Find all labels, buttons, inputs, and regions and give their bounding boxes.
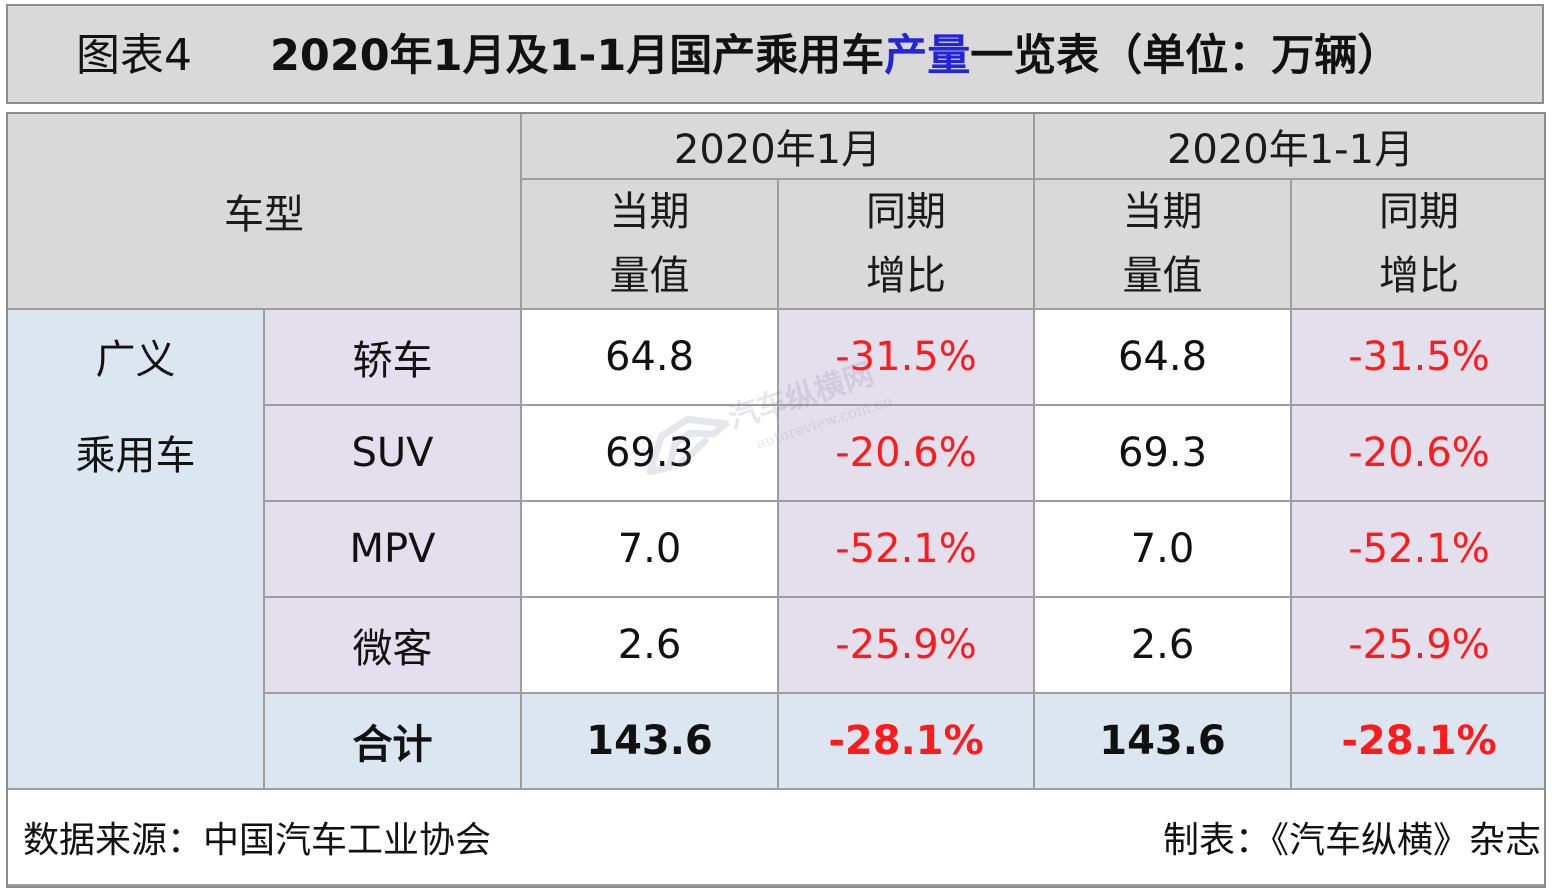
- cell-month-growth: -25.9%: [777, 596, 1035, 694]
- table-row: SUV 69.3 -20.6% 69.3 -20.6%: [8, 404, 1544, 502]
- row-label-minivan: 微客: [263, 596, 522, 694]
- cell-total-month-growth: -28.1%: [777, 692, 1035, 790]
- cell-ytd-value: 64.8: [1033, 308, 1292, 406]
- cell-ytd-growth: -20.6%: [1289, 404, 1544, 502]
- table-row: 广义 乘用车 轿车 64.8 -31.5% 64.8 -31.5%: [8, 308, 1544, 789]
- header-line: 同期: [866, 189, 946, 235]
- cell-month-value: 64.8: [520, 308, 779, 406]
- production-table: 车型 2020年1月 2020年1-1月 当期量值 同期增比 当期量值 同期增比…: [6, 112, 1546, 888]
- title-highlight: 产量: [884, 31, 971, 81]
- table-credit: 制表：《汽车纵横》杂志: [778, 788, 1544, 886]
- chart-title: 2020年1月及1-1月国产乘用车产量一览表（单位：万辆）: [270, 30, 1400, 82]
- cell-total-ytd-growth: -28.1%: [1289, 692, 1544, 790]
- header-month-growth: 同期 增比: [777, 178, 1035, 310]
- cell-total-ytd-value: 143.6: [1033, 692, 1292, 790]
- row-label-sedan: 轿车: [263, 308, 522, 406]
- cell-ytd-growth: -31.5%: [1289, 308, 1544, 406]
- title-banner: 图表4 2020年1月及1-1月国产乘用车产量一览表（单位：万辆）: [6, 4, 1544, 104]
- cell-month-value: 2.6: [520, 596, 779, 694]
- cell-ytd-value: 7.0: [1033, 500, 1292, 598]
- title-suffix: 一览表（单位：万辆）: [970, 31, 1401, 81]
- group-label-line: 广义: [95, 337, 176, 383]
- header-line: 当期: [609, 189, 690, 235]
- cell-ytd-growth: -25.9%: [1289, 596, 1544, 694]
- cell-total-month-value: 143.6: [520, 692, 779, 790]
- row-label-total: 合计: [263, 692, 522, 790]
- cell-ytd-value: 69.3: [1033, 404, 1292, 502]
- figure-label: 图表4: [76, 30, 192, 81]
- cell-month-growth: -31.5%: [777, 308, 1035, 406]
- table-row: MPV 7.0 -52.1% 7.0 -52.1%: [8, 500, 1544, 598]
- header-line: 增比: [866, 253, 946, 299]
- header-line: 增比: [1379, 253, 1459, 299]
- title-prefix: 2020年1月及1-1月国产乘用车: [270, 31, 885, 81]
- header-line: 同期: [1379, 189, 1459, 235]
- group-label: 广义 乘用车: [8, 308, 265, 789]
- header-line: 量值: [1122, 253, 1203, 299]
- header-period-ytd: 2020年1-1月: [1032, 114, 1544, 180]
- group-label-line: 乘用车: [75, 433, 196, 479]
- header-month-value: 当期 量值: [520, 178, 779, 310]
- cell-ytd-value: 2.6: [1033, 596, 1292, 694]
- header-period-month: 2020年1月: [520, 114, 1035, 180]
- header-ytd-value: 当期 量值: [1033, 178, 1292, 310]
- cell-month-growth: -20.6%: [777, 404, 1035, 502]
- header-ytd-growth: 同期 增比: [1289, 178, 1544, 310]
- row-label-mpv: MPV: [263, 500, 522, 598]
- cell-month-value: 69.3: [520, 404, 779, 502]
- total-row: 合计 143.6 -28.1% 143.6 -28.1%: [8, 692, 1544, 790]
- cell-month-value: 7.0: [520, 500, 779, 598]
- table-row: 微客 2.6 -25.9% 2.6 -25.9%: [8, 596, 1544, 694]
- cell-ytd-growth: -52.1%: [1289, 500, 1544, 598]
- row-label-suv: SUV: [263, 404, 522, 502]
- footer-row: 数据来源：中国汽车工业协会 制表：《汽车纵横》杂志: [8, 788, 1544, 886]
- cell-month-growth: -52.1%: [777, 500, 1035, 598]
- header-line: 当期: [1122, 189, 1203, 235]
- header-vehicle-type: 车型: [8, 114, 522, 310]
- data-source: 数据来源：中国汽车工业协会: [8, 788, 778, 886]
- header-line: 量值: [609, 253, 690, 299]
